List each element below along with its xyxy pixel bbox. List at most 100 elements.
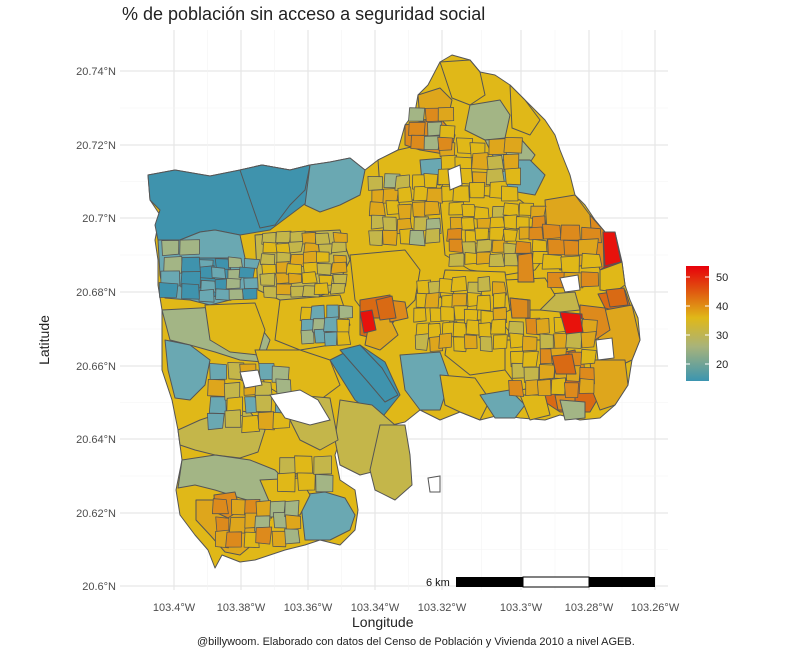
x-tick-label: 103.32°W xyxy=(418,602,467,614)
ageb-polygon xyxy=(560,224,581,241)
ageb-polygon xyxy=(211,266,227,280)
ageb-polygon xyxy=(214,258,230,270)
y-tick-label: 20.64°N xyxy=(76,434,116,446)
ageb-polygon xyxy=(602,231,622,267)
ageb-polygon xyxy=(508,379,524,397)
map-hole xyxy=(239,369,263,389)
ageb-polygon xyxy=(179,239,201,256)
ageb-polygon xyxy=(301,271,318,285)
ageb-polygon xyxy=(550,377,566,396)
ageb-polygon xyxy=(479,389,526,419)
ageb-polygon xyxy=(522,350,539,368)
ageb-polygon xyxy=(399,351,451,411)
ageb-polygon xyxy=(509,297,529,319)
ageb-polygon xyxy=(238,266,256,279)
ageb-polygon xyxy=(423,172,439,189)
ageb-polygon xyxy=(536,378,552,397)
ageb-polygon xyxy=(259,253,276,266)
ageb-polygon xyxy=(581,252,603,269)
ageb-polygon xyxy=(564,382,579,399)
map-hole xyxy=(269,389,331,426)
y-tick-label: 20.74°N xyxy=(76,66,116,78)
ageb-polygon xyxy=(490,318,507,335)
ageb-polygon xyxy=(302,250,319,264)
y-tick-label: 20.72°N xyxy=(76,140,116,152)
ageb-polygon xyxy=(227,256,243,268)
ageb-polygon xyxy=(438,332,452,349)
ageb-polygon xyxy=(208,396,227,415)
scale-bar-seg-3 xyxy=(589,577,655,587)
ageb-polygon xyxy=(450,275,468,293)
ageb-polygon xyxy=(397,203,412,220)
ageb-polygon xyxy=(369,424,413,501)
ageb-polygon xyxy=(304,157,366,213)
ageb-polygon xyxy=(503,214,519,230)
ageb-polygon xyxy=(209,362,227,381)
ageb-polygon xyxy=(605,287,629,308)
ageb-polygon xyxy=(276,251,291,264)
ageb-polygon xyxy=(424,200,441,216)
ageb-polygon xyxy=(368,201,386,217)
ageb-polygon xyxy=(310,304,326,321)
ageb-polygon xyxy=(314,232,331,246)
ageb-polygon xyxy=(486,154,505,173)
ageb-polygon xyxy=(330,261,348,275)
ageb-polygon xyxy=(522,335,538,352)
ageb-polygon xyxy=(275,230,292,244)
ageb-polygon xyxy=(449,216,464,230)
ageb-polygon xyxy=(397,186,413,203)
scale-bar-seg-1 xyxy=(456,577,523,587)
ageb-polygon xyxy=(440,306,455,322)
ageb-polygon xyxy=(542,223,562,240)
ageb-polygon xyxy=(501,185,519,202)
ageb-polygon xyxy=(559,311,584,335)
ageb-polygon xyxy=(541,253,563,270)
ageb-polygon xyxy=(257,411,275,431)
y-tick-label: 20.7°N xyxy=(82,213,116,225)
x-tick-label: 103.4°W xyxy=(153,602,196,614)
ageb-polygon xyxy=(477,276,491,293)
ageb-polygon xyxy=(424,228,441,244)
map-hole xyxy=(559,274,581,293)
scale-bar-seg-2 xyxy=(522,576,590,588)
ageb-polygon xyxy=(225,277,241,290)
scale-bar: 6 km xyxy=(426,576,655,589)
ageb-polygon xyxy=(161,239,180,257)
ageb-polygon xyxy=(517,252,535,283)
ageb-polygon xyxy=(448,238,464,254)
ageb-polygon xyxy=(284,528,301,545)
ageb-polygon xyxy=(231,498,247,516)
ageb-polygon xyxy=(285,263,303,275)
ageb-polygon xyxy=(382,216,398,233)
ageb-polygon xyxy=(437,136,453,151)
ageb-polygon xyxy=(502,202,520,217)
ageb-polygon xyxy=(580,271,599,288)
ageb-polygon xyxy=(426,187,444,204)
ageb-polygon xyxy=(296,472,316,491)
ageb-polygon xyxy=(488,253,506,268)
map-hole xyxy=(447,164,463,191)
ageb-polygon xyxy=(437,107,455,122)
ageb-polygon xyxy=(313,455,333,475)
ageb-polygon xyxy=(559,399,586,421)
ageb-polygon xyxy=(580,348,597,365)
map-hole xyxy=(427,475,441,493)
ageb-polygon xyxy=(336,331,352,346)
ageb-polygon xyxy=(479,336,493,353)
legend-label: 30 xyxy=(716,330,728,342)
ageb-polygon xyxy=(255,500,273,519)
ageb-polygon xyxy=(336,318,350,334)
ageb-polygon xyxy=(241,287,258,300)
legend-label: 40 xyxy=(716,301,728,313)
map-polygons xyxy=(147,54,641,569)
ageb-polygon xyxy=(551,353,577,375)
ageb-polygon xyxy=(439,124,456,140)
ageb-polygon xyxy=(339,344,399,403)
ageb-polygon xyxy=(207,378,226,397)
ageb-polygon xyxy=(414,333,430,351)
ageb-polygon xyxy=(413,307,427,323)
ageb-polygon xyxy=(241,414,261,434)
y-axis-title: Latitude xyxy=(36,315,52,365)
x-tick-label: 103.34°W xyxy=(351,602,400,614)
